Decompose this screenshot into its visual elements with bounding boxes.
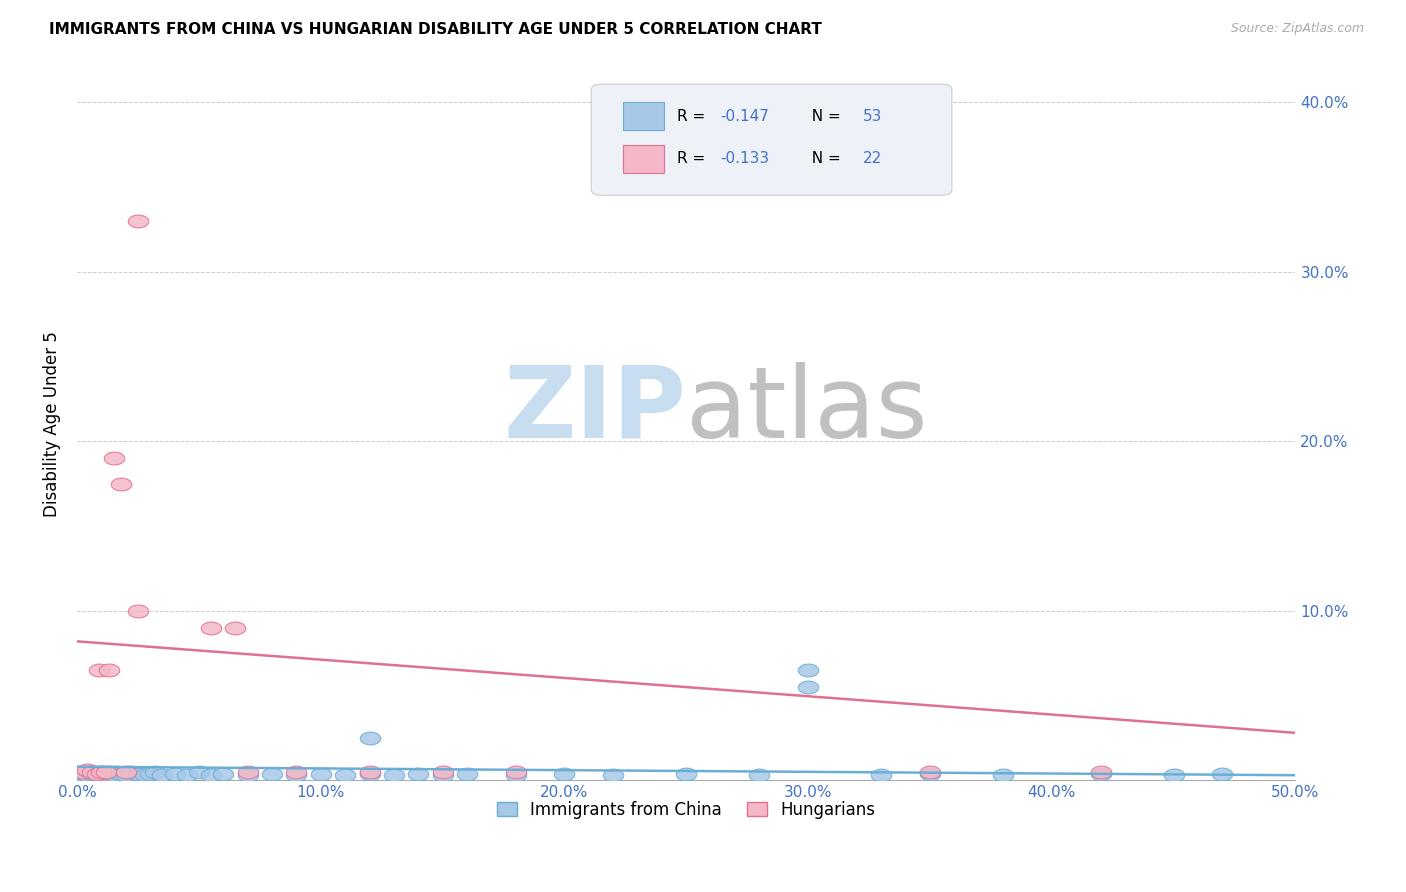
Point [96,768,118,782]
Point [870,768,893,782]
Point [1090,764,1112,779]
Point [69,768,91,782]
Point [103,451,125,466]
Point [991,768,1014,782]
Point [150,768,173,782]
Point [406,766,429,780]
Point [80,764,103,779]
Point [382,768,405,782]
Point [359,731,381,745]
Text: N =: N = [801,152,845,167]
Point [76,768,98,782]
Point [200,768,222,782]
Point [83,764,105,779]
Point [1163,768,1185,782]
Point [96,764,118,779]
Point [127,766,149,780]
Text: 22: 22 [863,152,882,167]
Point [114,764,136,779]
Point [76,763,98,777]
Point [87,663,110,677]
Point [90,764,112,779]
Point [505,764,527,779]
Point [139,766,162,780]
Point [285,768,308,782]
Point [105,764,128,779]
Text: -0.147: -0.147 [720,109,769,124]
Text: N =: N = [801,109,845,124]
Point [432,764,454,779]
Point [87,766,110,780]
Point [260,766,283,780]
Point [86,766,108,780]
Point [127,604,149,618]
Point [236,764,259,779]
Bar [623,145,665,173]
Point [110,766,132,780]
Bar [623,102,665,130]
Legend: Immigrants from China, Hungarians: Immigrants from China, Hungarians [491,794,882,825]
Point [97,663,120,677]
Point [1090,766,1112,780]
Text: R =: R = [676,109,710,124]
Point [143,764,166,779]
Point [432,768,454,782]
Point [86,768,108,782]
Point [176,768,198,782]
Point [200,621,222,635]
Point [90,764,112,779]
Point [212,766,235,780]
Point [187,764,209,779]
Point [918,766,941,780]
Point [602,768,624,782]
Point [70,764,93,779]
Point [100,766,122,780]
Point [309,766,332,780]
Text: Source: ZipAtlas.com: Source: ZipAtlas.com [1230,22,1364,36]
Point [80,766,103,780]
Point [134,768,156,782]
Point [285,764,308,779]
Point [93,766,115,780]
Text: -0.133: -0.133 [720,152,769,167]
Point [97,764,120,779]
Point [918,764,941,779]
Point [797,663,820,677]
Text: atlas: atlas [686,361,928,458]
Point [163,766,186,780]
Text: R =: R = [676,152,710,167]
Point [505,768,527,782]
Point [333,768,356,782]
Text: IMMIGRANTS FROM CHINA VS HUNGARIAN DISABILITY AGE UNDER 5 CORRELATION CHART: IMMIGRANTS FROM CHINA VS HUNGARIAN DISAB… [49,22,823,37]
Point [236,768,259,782]
Point [224,621,246,635]
Point [748,768,770,782]
Point [359,764,381,779]
Point [127,214,149,228]
Point [456,766,478,780]
Text: 53: 53 [863,109,883,124]
Point [70,764,93,779]
Point [110,476,132,491]
Point [1211,766,1233,780]
Point [797,680,820,694]
Point [120,764,142,779]
FancyBboxPatch shape [592,84,952,195]
Point [675,766,697,780]
Point [359,766,381,780]
Point [73,766,96,780]
Point [103,768,125,782]
Point [553,766,575,780]
Text: ZIP: ZIP [503,361,686,458]
Y-axis label: Disability Age Under 5: Disability Age Under 5 [44,332,60,517]
Point [114,768,136,782]
Point [77,764,100,779]
